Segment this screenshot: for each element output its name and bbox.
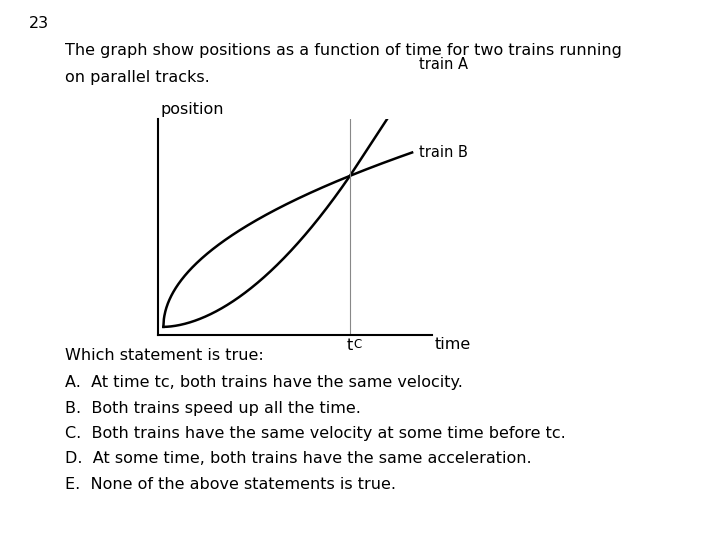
Text: E.  None of the above statements is true.: E. None of the above statements is true. <box>65 477 396 492</box>
Text: C.  Both trains have the same velocity at some time before tc.: C. Both trains have the same velocity at… <box>65 426 565 441</box>
Text: position: position <box>161 102 225 117</box>
Text: time: time <box>434 337 471 352</box>
Text: on parallel tracks.: on parallel tracks. <box>65 70 210 85</box>
Text: The graph show positions as a function of time for two trains running: The graph show positions as a function o… <box>65 43 621 58</box>
Text: train B: train B <box>419 145 468 160</box>
Text: 23: 23 <box>29 16 49 31</box>
Text: A.  At time tc, both trains have the same velocity.: A. At time tc, both trains have the same… <box>65 375 463 390</box>
Text: B.  Both trains speed up all the time.: B. Both trains speed up all the time. <box>65 401 361 416</box>
Text: C: C <box>354 338 362 351</box>
Text: Which statement is true:: Which statement is true: <box>65 348 264 363</box>
Text: D.  At some time, both trains have the same acceleration.: D. At some time, both trains have the sa… <box>65 451 531 467</box>
Text: t: t <box>347 338 353 353</box>
Text: train A: train A <box>419 57 468 72</box>
